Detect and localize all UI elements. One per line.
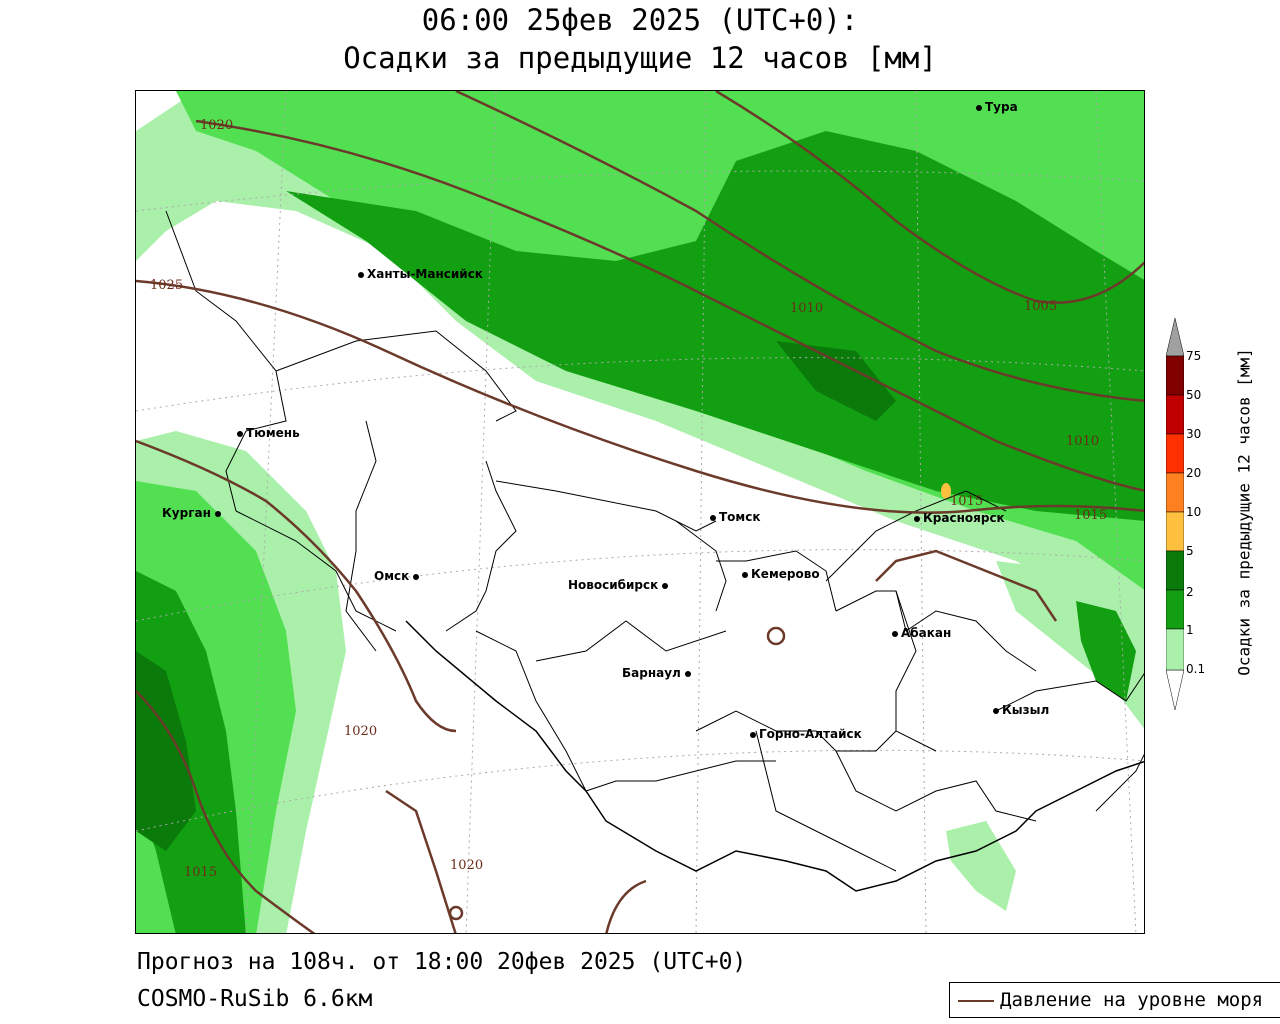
colorbar-title-text: Осадки за предыдущие 12 часов [мм] bbox=[1234, 348, 1254, 676]
isobar-label: 1020 bbox=[200, 118, 234, 133]
pressure-legend: Давление на уровне моря bbox=[949, 982, 1280, 1018]
city-marker bbox=[710, 514, 716, 521]
isobar-label: 1020 bbox=[344, 724, 378, 739]
isobar-label: 1015 bbox=[1074, 508, 1108, 523]
city-label: Тура bbox=[985, 100, 1018, 114]
city-marker bbox=[976, 104, 982, 111]
isobar-label: 1025 bbox=[150, 278, 184, 293]
colorbar-tick-label: 5 bbox=[1186, 544, 1194, 558]
city-marker bbox=[662, 582, 669, 589]
precip-peak bbox=[941, 483, 951, 499]
city-abakan: Абакан bbox=[892, 626, 951, 640]
colorbar-bin bbox=[1166, 628, 1184, 671]
colorbar-bottom-arrow bbox=[1166, 669, 1184, 710]
colorbar-bin bbox=[1166, 355, 1184, 396]
isobar-label: 1015 bbox=[950, 494, 984, 509]
precipitation-colorbar bbox=[1166, 318, 1184, 710]
precip-area-darkest bbox=[776, 341, 896, 421]
city-novosibirsk: Новосибирск bbox=[568, 578, 671, 592]
city-label: Тюмень bbox=[246, 426, 300, 440]
colorbar-top-arrow bbox=[1166, 318, 1184, 357]
colorbar-bin bbox=[1166, 472, 1184, 513]
colorbar-tick-label: 0.1 bbox=[1186, 662, 1206, 676]
colorbar-bin bbox=[1166, 433, 1184, 474]
colorbar-tick-label: 50 bbox=[1186, 388, 1202, 402]
pressure-legend-label: Давление на уровне моря bbox=[1000, 989, 1264, 1011]
isobar-label: 1010 bbox=[790, 301, 824, 316]
city-label: Абакан bbox=[901, 626, 952, 640]
precip-area-light-south bbox=[946, 821, 1016, 911]
forecast-info: Прогноз на 108ч. от 18:00 20фев 2025 (UT… bbox=[137, 949, 747, 975]
city-khanty-mansiysk: Ханты-Мансийск bbox=[358, 267, 483, 281]
map-title-time: 06:00 25фев 2025 (UTC+0): bbox=[421, 3, 859, 37]
city-tomsk: Томск bbox=[710, 510, 761, 524]
colorbar-tick-label: 10 bbox=[1186, 505, 1202, 519]
city-marker bbox=[214, 510, 221, 517]
city-marker bbox=[684, 670, 691, 677]
isobar-label: 1015 bbox=[184, 865, 218, 880]
colorbar-tick-label: 2 bbox=[1186, 585, 1194, 599]
city-tyumen: Тюмень bbox=[237, 426, 300, 440]
isobar-label: 1020 bbox=[450, 858, 484, 873]
city-label: Томск bbox=[719, 510, 761, 524]
city-label: Барнаул bbox=[622, 666, 681, 680]
map-title-variable: Осадки за предыдущие 12 часов [мм] bbox=[343, 41, 937, 75]
map-graphics bbox=[136, 91, 1144, 933]
city-label: Ханты-Мансийск bbox=[367, 267, 483, 281]
colorbar-bin bbox=[1166, 550, 1184, 591]
city-label: Кызыл bbox=[1002, 703, 1050, 717]
colorbar-bin bbox=[1166, 394, 1184, 435]
isobar-label: 1005 bbox=[1024, 299, 1058, 314]
colorbar-bin bbox=[1166, 589, 1184, 630]
colorbar-tick-label: 75 bbox=[1186, 349, 1202, 363]
city-tura: Тура bbox=[976, 100, 1018, 114]
precip-area-light-east bbox=[996, 561, 1144, 729]
city-label: Омск bbox=[374, 569, 410, 583]
city-label: Курган bbox=[162, 506, 211, 520]
city-kurgan: Курган bbox=[162, 506, 224, 520]
precip-area-darkest-west bbox=[136, 651, 196, 851]
city-label: Новосибирск bbox=[568, 578, 659, 592]
city-omsk: Омск bbox=[374, 569, 422, 583]
city-gorno-altaysk: Горно-Алтайск bbox=[750, 727, 862, 741]
colorbar-bin bbox=[1166, 511, 1184, 552]
state-border bbox=[405, 620, 1144, 892]
city-label: Кемерово bbox=[751, 567, 820, 581]
city-kemerovo: Кемерово bbox=[742, 567, 820, 581]
city-marker bbox=[237, 430, 243, 437]
city-marker bbox=[413, 573, 420, 580]
city-marker bbox=[358, 271, 364, 278]
precipitation-map: 1020 1025 1010 1005 1010 1015 1015 1020 … bbox=[135, 90, 1145, 934]
city-marker bbox=[914, 515, 920, 522]
admin-borders bbox=[165, 210, 1144, 872]
city-marker bbox=[750, 731, 756, 738]
model-name: COSMO-RuSib 6.6км bbox=[137, 986, 373, 1012]
city-marker bbox=[742, 571, 748, 578]
city-marker bbox=[892, 630, 898, 637]
city-label: Красноярск bbox=[923, 511, 1005, 525]
colorbar-tick-label: 30 bbox=[1186, 427, 1202, 441]
isobar-label: 1010 bbox=[1066, 434, 1100, 449]
precip-area-dark-north bbox=[286, 131, 1144, 521]
colorbar-tick-label: 20 bbox=[1186, 466, 1202, 480]
graticule bbox=[136, 91, 1144, 933]
city-kyzyl: Кызыл bbox=[993, 703, 1049, 717]
city-krasnoyarsk: Красноярск bbox=[914, 511, 1005, 525]
colorbar-tick-label: 1 bbox=[1186, 623, 1194, 637]
city-barnaul: Барнаул bbox=[622, 666, 694, 680]
city-marker bbox=[993, 707, 999, 714]
isobars bbox=[136, 91, 1144, 933]
city-label: Горно-Алтайск bbox=[759, 727, 862, 741]
pressure-legend-line bbox=[958, 1000, 994, 1002]
